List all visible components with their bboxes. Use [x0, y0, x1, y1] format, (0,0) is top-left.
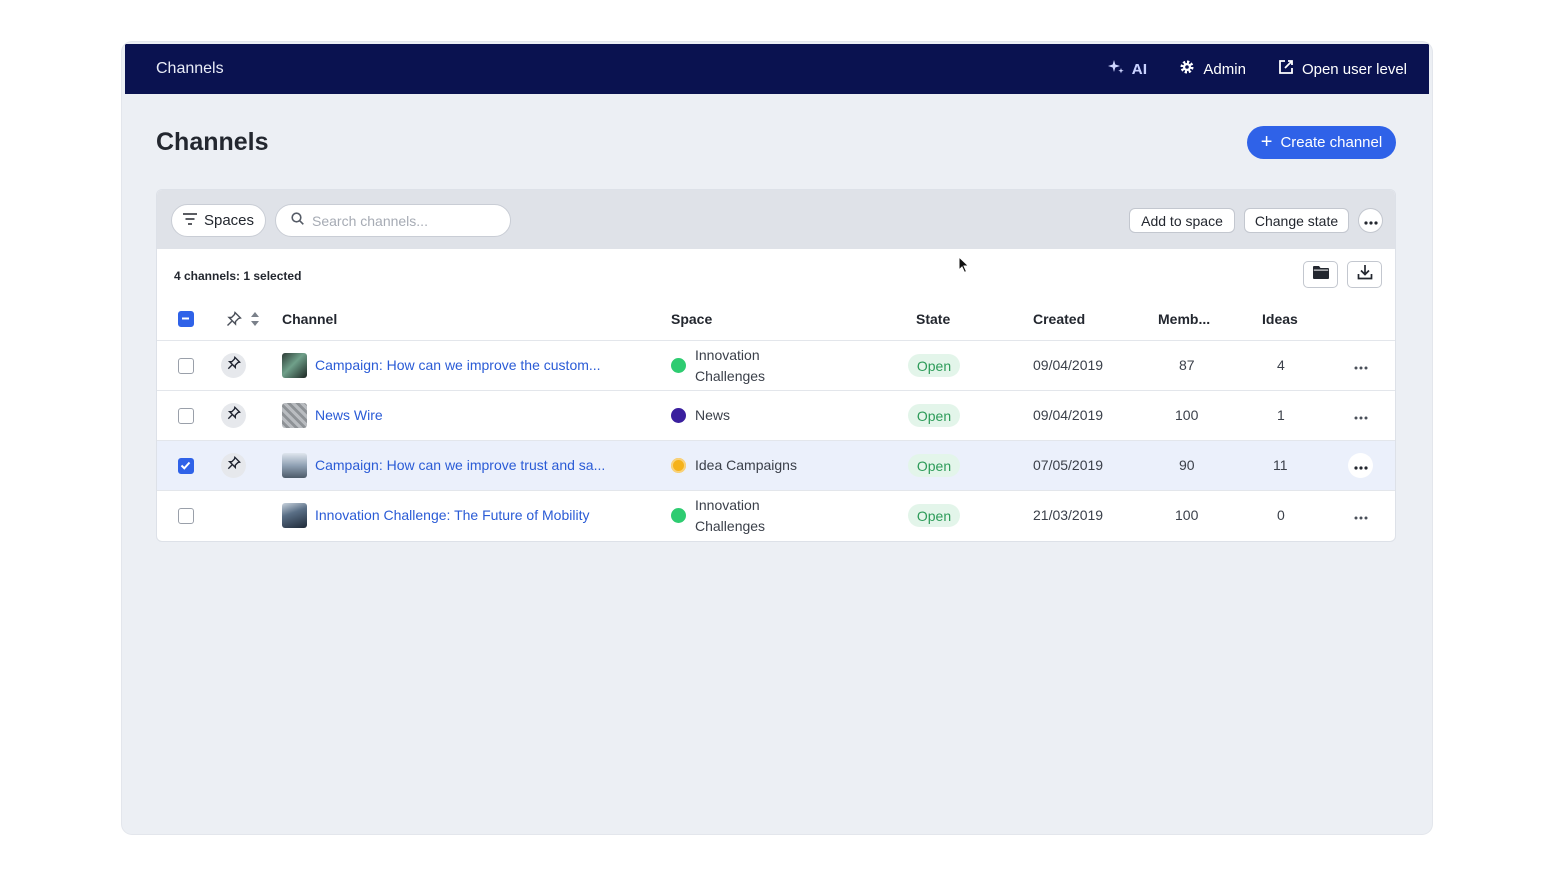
row-more-button[interactable]: [1348, 453, 1373, 478]
row-more-button[interactable]: [1348, 403, 1373, 428]
top-nav-bar: Channels AI Admin Open user level: [125, 44, 1429, 94]
pin-column-icon: [226, 311, 242, 332]
row-more-button[interactable]: [1348, 353, 1373, 378]
download-button[interactable]: [1347, 261, 1382, 288]
ideas-count: 1: [1277, 407, 1285, 423]
space-color-dot: [671, 408, 686, 423]
state-badge: Open: [908, 404, 960, 427]
add-to-space-button[interactable]: Add to space: [1129, 208, 1235, 233]
app-window: Channels AI Admin Open user level Channe…: [122, 42, 1432, 834]
filter-icon: [182, 212, 197, 229]
mouse-cursor-icon: [958, 256, 970, 274]
more-horizontal-icon: [1354, 407, 1368, 425]
gear-icon: [1179, 59, 1195, 79]
space-name: Idea Campaigns: [695, 457, 797, 473]
channel-thumbnail: [282, 403, 307, 428]
pin-icon: [227, 355, 241, 375]
create-channel-button[interactable]: + Create channel: [1247, 126, 1396, 159]
table-row[interactable]: Innovation Challenge: The Future of Mobi…: [157, 491, 1395, 541]
pin-button[interactable]: [221, 353, 246, 378]
select-all-checkbox[interactable]: [178, 311, 194, 327]
channels-table-panel: Spaces Add to space Change state 4 chann…: [156, 189, 1396, 542]
ai-button[interactable]: AI: [1107, 59, 1148, 79]
pin-button[interactable]: [221, 453, 246, 478]
search-icon: [291, 211, 304, 230]
sort-icon[interactable]: [250, 311, 260, 332]
admin-label: Admin: [1203, 60, 1246, 78]
ideas-count: 11: [1273, 457, 1288, 473]
table-row[interactable]: Campaign: How can we improve the custom.…: [157, 341, 1395, 391]
channel-thumbnail: [282, 353, 307, 378]
pin-icon: [227, 455, 241, 475]
channel-thumbnail: [282, 453, 307, 478]
external-link-icon: [1278, 59, 1294, 79]
column-header-space[interactable]: Space: [671, 311, 713, 327]
download-icon: [1357, 264, 1373, 285]
members-count: 90: [1179, 457, 1195, 473]
more-horizontal-icon: [1354, 357, 1368, 375]
ideas-count: 0: [1277, 507, 1285, 523]
members-count: 100: [1175, 507, 1199, 523]
state-badge: Open: [908, 504, 960, 527]
space-color-dot: [671, 508, 686, 523]
column-header-channel[interactable]: Channel: [282, 311, 338, 327]
sparkle-icon: [1107, 59, 1124, 79]
checkmark-icon: [180, 461, 191, 470]
ai-label: AI: [1131, 60, 1148, 78]
channel-link[interactable]: Campaign: How can we improve the custom.…: [315, 357, 601, 373]
search-input[interactable]: [312, 212, 492, 229]
created-date: 09/04/2019: [1033, 357, 1104, 373]
column-header-created[interactable]: Created: [1033, 311, 1086, 327]
selection-summary: 4 channels: 1 selected: [174, 269, 302, 283]
more-horizontal-icon: [1353, 457, 1368, 475]
spaces-filter-button[interactable]: Spaces: [171, 204, 266, 237]
column-header-members[interactable]: Memb...: [1158, 311, 1211, 327]
row-checkbox[interactable]: [178, 408, 194, 424]
space-name: Innovation Challenges: [695, 497, 766, 534]
row-checkbox[interactable]: [178, 358, 194, 374]
table-row[interactable]: Campaign: How can we improve trust and s…: [157, 441, 1395, 491]
create-channel-label: Create channel: [1280, 134, 1383, 151]
bulk-more-button[interactable]: [1358, 208, 1383, 233]
more-horizontal-icon: [1354, 507, 1368, 525]
folder-icon: [1312, 265, 1329, 284]
folder-button[interactable]: [1303, 261, 1338, 288]
column-header-state[interactable]: State: [916, 311, 951, 327]
channel-link[interactable]: News Wire: [315, 407, 383, 423]
members-count: 87: [1179, 357, 1195, 373]
plus-icon: +: [1260, 130, 1273, 153]
row-checkbox[interactable]: [178, 458, 194, 474]
open-user-level-label: Open user level: [1301, 60, 1407, 78]
state-badge: Open: [908, 354, 960, 377]
filter-bar: Spaces Add to space Change state: [157, 190, 1395, 249]
admin-button[interactable]: Admin: [1179, 59, 1246, 79]
created-date: 09/04/2019: [1033, 407, 1104, 423]
channel-thumbnail: [282, 503, 307, 528]
app-title: Channels: [156, 60, 224, 77]
pin-icon: [227, 405, 241, 425]
row-checkbox[interactable]: [178, 508, 194, 524]
created-date: 07/05/2019: [1033, 457, 1104, 473]
state-badge: Open: [908, 454, 960, 477]
search-field[interactable]: [275, 204, 511, 237]
change-state-button[interactable]: Change state: [1244, 208, 1349, 233]
space-color-dot: [671, 458, 686, 473]
more-horizontal-icon: [1363, 212, 1378, 230]
space-color-dot: [671, 358, 686, 373]
row-more-button[interactable]: [1348, 503, 1373, 528]
created-date: 21/03/2019: [1033, 507, 1104, 523]
pin-button[interactable]: [221, 403, 246, 428]
ideas-count: 4: [1277, 357, 1285, 373]
channel-link[interactable]: Innovation Challenge: The Future of Mobi…: [315, 507, 590, 523]
members-count: 100: [1175, 407, 1199, 423]
table-row[interactable]: News Wire News Open 09/04/2019 100 1: [157, 391, 1395, 441]
table-header: Channel Space State Created Memb... Idea…: [157, 298, 1395, 341]
column-header-ideas[interactable]: Ideas: [1262, 311, 1298, 327]
space-name: News: [695, 407, 731, 423]
space-name: Innovation Challenges: [695, 347, 766, 384]
spaces-filter-label: Spaces: [203, 212, 255, 229]
open-user-level-button[interactable]: Open user level: [1278, 59, 1407, 79]
page-title: Channels: [156, 128, 269, 156]
channel-link[interactable]: Campaign: How can we improve trust and s…: [315, 457, 606, 473]
